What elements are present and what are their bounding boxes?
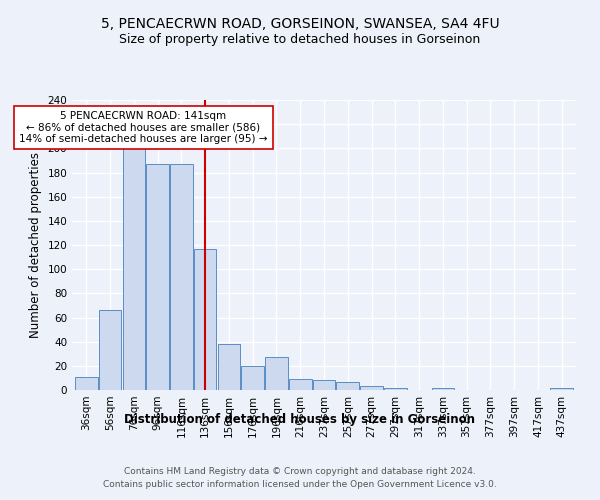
Text: 5 PENCAECRWN ROAD: 141sqm
← 86% of detached houses are smaller (586)
14% of semi: 5 PENCAECRWN ROAD: 141sqm ← 86% of detac… xyxy=(19,111,268,144)
Bar xyxy=(170,164,193,390)
Bar xyxy=(313,380,335,390)
Y-axis label: Number of detached properties: Number of detached properties xyxy=(29,152,42,338)
Text: Size of property relative to detached houses in Gorseinon: Size of property relative to detached ho… xyxy=(119,32,481,46)
Bar xyxy=(289,379,311,390)
Text: Distribution of detached houses by size in Gorseinon: Distribution of detached houses by size … xyxy=(125,412,476,426)
Bar xyxy=(122,148,145,390)
Text: Contains HM Land Registry data © Crown copyright and database right 2024.: Contains HM Land Registry data © Crown c… xyxy=(124,467,476,476)
Bar xyxy=(550,388,573,390)
Text: 5, PENCAECRWN ROAD, GORSEINON, SWANSEA, SA4 4FU: 5, PENCAECRWN ROAD, GORSEINON, SWANSEA, … xyxy=(101,18,499,32)
Bar xyxy=(75,376,98,390)
Bar xyxy=(99,310,121,390)
Bar xyxy=(146,164,169,390)
Bar xyxy=(360,386,383,390)
Bar xyxy=(384,388,407,390)
Bar xyxy=(241,366,264,390)
Bar xyxy=(337,382,359,390)
Bar xyxy=(431,388,454,390)
Bar xyxy=(265,358,288,390)
Bar xyxy=(218,344,240,390)
Text: Contains public sector information licensed under the Open Government Licence v3: Contains public sector information licen… xyxy=(103,480,497,489)
Bar xyxy=(194,248,217,390)
